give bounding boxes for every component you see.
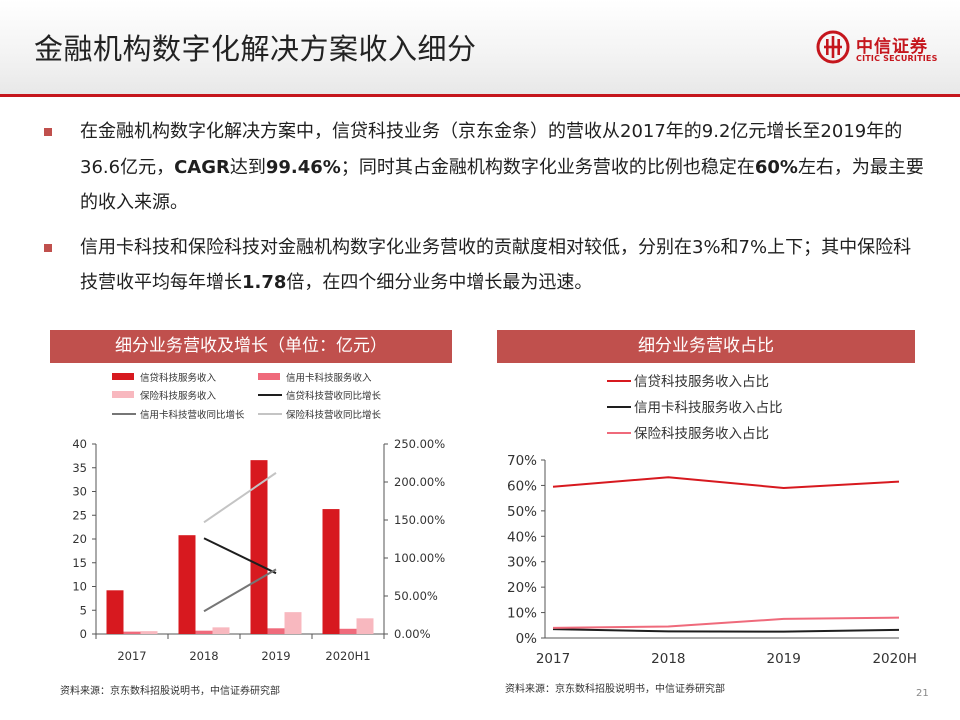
legend-label: 保险科技服务收入 <box>140 390 217 402</box>
y-tick-label: 10% <box>507 606 537 622</box>
y2-tick-label: 50.00% <box>394 589 438 603</box>
left-chart-title: 细分业务营收及增长（单位：亿元） <box>50 330 452 363</box>
header-bar <box>0 0 960 94</box>
bar <box>195 630 213 634</box>
logo-text-cn: 中信证券 <box>856 37 928 57</box>
share-line <box>552 616 900 629</box>
y-tick-label: 15 <box>72 556 87 570</box>
x-tick-label: 2017 <box>536 651 570 667</box>
citic-logo: 中信证券 CITIC SECURITIES <box>816 30 946 70</box>
y2-tick-label: 250.00% <box>394 437 445 451</box>
page-number: 21 <box>916 688 929 699</box>
x-tick-label: 2018 <box>189 649 218 663</box>
y-tick-label: 25 <box>72 508 87 522</box>
x-tick-label: 2017 <box>117 649 146 663</box>
share-line <box>552 628 900 633</box>
legend-swatch-bar <box>258 373 280 380</box>
y2-tick-label: 150.00% <box>394 513 445 527</box>
y-tick-label: 20 <box>72 532 87 546</box>
logo-text-en: CITIC SECURITIES <box>856 54 938 63</box>
x-tick-label: 2018 <box>651 651 685 667</box>
bar <box>106 590 124 634</box>
legend-label: 信贷科技营收同比增长 <box>286 390 382 402</box>
bar <box>322 509 340 634</box>
y-tick-label: 40% <box>507 529 537 545</box>
bar <box>140 631 158 634</box>
legend-label: 保险科技营收同比增长 <box>286 409 382 421</box>
x-tick-label: 2019 <box>261 649 290 663</box>
y2-tick-label: 0.00% <box>394 627 431 641</box>
y-tick-label: 5 <box>80 603 87 617</box>
citic-logo-icon <box>816 30 850 64</box>
bullet-text-1: 在金融机构数字化解决方案中，信贷科技业务（京东金条）的营收从2017年的9.2亿… <box>80 121 924 213</box>
bar <box>356 618 374 634</box>
y-tick-label: 70% <box>507 453 537 469</box>
x-tick-label: 2020H1 <box>872 651 917 667</box>
right-source-note: 资料来源：京东数科招股说明书，中信证券研究部 <box>505 684 725 695</box>
bar <box>123 631 141 634</box>
legend-swatch-bar <box>112 373 134 380</box>
bar <box>250 460 268 634</box>
share-line <box>552 476 900 489</box>
x-tick-label: 2019 <box>766 651 800 667</box>
bar <box>212 627 230 634</box>
y-tick-label: 35 <box>72 461 87 475</box>
growth-line <box>203 568 277 613</box>
legend-label: 信贷科技服务收入占比 <box>634 374 769 390</box>
y-tick-label: 40 <box>72 437 87 451</box>
bullet-item: 在金融机构数字化解决方案中，信贷科技业务（京东金条）的营收从2017年的9.2亿… <box>44 114 924 221</box>
y-tick-label: 0 <box>80 627 87 641</box>
page-title: 金融机构数字化解决方案收入细分 <box>34 32 477 66</box>
growth-line <box>203 472 277 524</box>
y2-tick-label: 100.00% <box>394 551 445 565</box>
bullet-list: 在金融机构数字化解决方案中，信贷科技业务（京东金条）的营收从2017年的9.2亿… <box>44 114 924 310</box>
y-tick-label: 30 <box>72 485 87 499</box>
y-tick-label: 10 <box>72 580 87 594</box>
x-tick-label: 2020H1 <box>325 649 370 663</box>
right-chart-title: 细分业务营收占比 <box>497 330 915 363</box>
legend-label: 信用卡科技营收同比增长 <box>140 409 245 421</box>
bullet-square-icon <box>44 243 52 252</box>
header-divider <box>0 94 960 97</box>
y-tick-label: 60% <box>507 478 537 494</box>
y-tick-label: 50% <box>507 504 537 520</box>
legend-label: 保险科技服务收入占比 <box>634 426 769 442</box>
bullet-item: 信用卡科技和保险科技对金融机构数字化业务营收的贡献度相对较低，分别在3%和7%上… <box>44 230 924 301</box>
y-tick-label: 0% <box>516 631 538 647</box>
y-tick-label: 30% <box>507 555 537 571</box>
legend-label: 信贷科技服务收入 <box>140 372 217 384</box>
bar <box>339 628 357 634</box>
y2-tick-label: 200.00% <box>394 475 445 489</box>
bullet-text-2: 信用卡科技和保险科技对金融机构数字化业务营收的贡献度相对较低，分别在3%和7%上… <box>80 236 912 294</box>
left-source-note: 资料来源：京东数科招股说明书，中信证券研究部 <box>60 686 280 697</box>
legend-swatch-bar <box>112 391 134 398</box>
bar <box>178 535 196 634</box>
bar <box>284 612 302 634</box>
bullet-square-icon <box>44 128 52 136</box>
legend-label: 信用卡科技服务收入占比 <box>634 400 783 416</box>
legend-label: 信用卡科技服务收入 <box>286 372 372 384</box>
y-tick-label: 20% <box>507 580 537 596</box>
bar <box>267 628 285 634</box>
growth-line <box>203 537 277 575</box>
